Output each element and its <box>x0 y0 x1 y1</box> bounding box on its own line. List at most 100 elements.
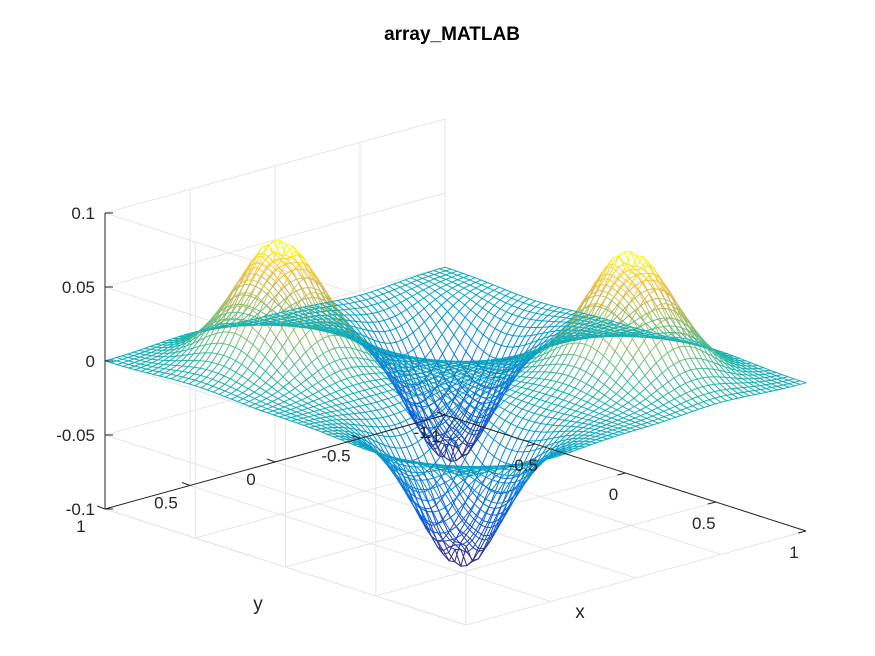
mesh-segment <box>244 267 252 274</box>
mesh-segment <box>132 351 140 355</box>
mesh-segment <box>163 356 170 361</box>
mesh-segment <box>300 392 308 398</box>
mesh-segment <box>275 337 283 348</box>
mesh-segment <box>175 355 182 357</box>
mesh-segment <box>320 285 328 300</box>
mesh-segment <box>168 348 176 351</box>
grid-line <box>189 485 552 602</box>
mesh-segment <box>267 251 275 257</box>
mesh-segment <box>327 433 335 438</box>
mesh-segment <box>257 317 265 321</box>
mesh-segment <box>311 374 319 383</box>
mesh-segment <box>175 360 183 366</box>
mesh-segment <box>265 382 273 388</box>
mesh-segment <box>274 316 282 320</box>
mesh-segment <box>330 410 338 413</box>
mesh-segment <box>229 325 237 328</box>
mesh-segment <box>319 407 326 411</box>
mesh-segment <box>182 371 189 374</box>
mesh-segment <box>241 323 249 327</box>
mesh-segment <box>315 429 323 433</box>
mesh-segment <box>330 406 338 412</box>
mesh-segment <box>134 367 142 371</box>
mesh-segment <box>307 412 315 416</box>
mesh-segment <box>308 308 316 311</box>
mesh-segment <box>273 261 280 268</box>
mesh-segment <box>287 337 295 349</box>
mesh-segment <box>307 407 315 412</box>
mesh-segment <box>277 304 285 311</box>
mesh-segment <box>199 360 207 369</box>
mesh-segment <box>247 372 255 381</box>
mesh-segment <box>243 294 250 297</box>
grid-line <box>359 438 722 555</box>
mesh-segment <box>279 240 287 246</box>
mesh-segment <box>163 363 171 366</box>
mesh-segment <box>487 465 495 468</box>
mesh-segment <box>307 287 315 298</box>
mesh-segment <box>271 401 279 405</box>
mesh-segment <box>324 402 332 408</box>
mesh-segment <box>164 368 171 371</box>
mesh-segment <box>185 337 193 342</box>
mesh-segment <box>310 322 318 326</box>
mesh-segment <box>284 404 291 408</box>
mesh-segment <box>246 354 254 361</box>
mesh-segment <box>497 491 504 493</box>
mesh-segment <box>260 305 267 312</box>
mesh-segment <box>272 408 280 412</box>
mesh-segment <box>224 393 232 398</box>
mesh-segment <box>278 263 286 268</box>
mesh-segment <box>180 345 188 352</box>
mesh-segment <box>266 408 274 412</box>
mesh-segment <box>238 272 246 281</box>
mesh-segment <box>263 285 271 292</box>
mesh-segment <box>290 261 298 264</box>
mesh-segment <box>309 267 317 281</box>
mesh-segment <box>221 308 229 314</box>
mesh-segment <box>313 287 321 292</box>
mesh-segment <box>243 273 251 286</box>
mesh-segment <box>268 314 276 318</box>
mesh-segment <box>200 383 208 389</box>
mesh-segment <box>265 386 273 393</box>
mesh-segment <box>314 418 322 423</box>
mesh-segment <box>319 416 327 419</box>
mesh-segment <box>313 406 320 411</box>
mesh-segment <box>239 305 247 308</box>
mesh-segment <box>317 381 325 390</box>
mesh-segment <box>237 294 245 305</box>
mesh-segment <box>158 375 166 378</box>
mesh-segment <box>212 372 219 380</box>
mesh-segment <box>158 371 166 374</box>
mesh-segment <box>205 361 213 370</box>
mesh-segment <box>146 368 154 371</box>
mesh-segment <box>276 376 284 383</box>
mesh-segment <box>240 350 248 356</box>
mesh-segment <box>320 428 328 432</box>
mesh-segment <box>127 357 135 360</box>
mesh-segment <box>247 316 255 322</box>
mesh-segment <box>328 363 336 374</box>
mesh-segment <box>336 414 344 416</box>
mesh-segment <box>270 355 278 365</box>
mesh-segment <box>282 386 290 393</box>
mesh-segment <box>211 342 218 354</box>
mesh-segment <box>280 272 288 280</box>
mesh-segment <box>308 304 316 307</box>
mesh-segment <box>316 353 324 359</box>
mesh-segment <box>236 311 244 314</box>
mesh-segment <box>276 362 284 371</box>
mesh-segment <box>251 279 259 283</box>
mesh-segment <box>266 305 273 311</box>
mesh-segment <box>254 289 262 299</box>
mesh-segment <box>273 414 280 418</box>
mesh-segment <box>110 360 118 364</box>
mesh-segment <box>258 350 266 358</box>
mesh-segment <box>140 364 147 369</box>
mesh-segment <box>281 297 288 309</box>
mesh-segment <box>200 387 208 391</box>
mesh-segment <box>157 359 165 361</box>
mesh-segment <box>295 399 302 403</box>
mesh-segment <box>222 319 230 322</box>
